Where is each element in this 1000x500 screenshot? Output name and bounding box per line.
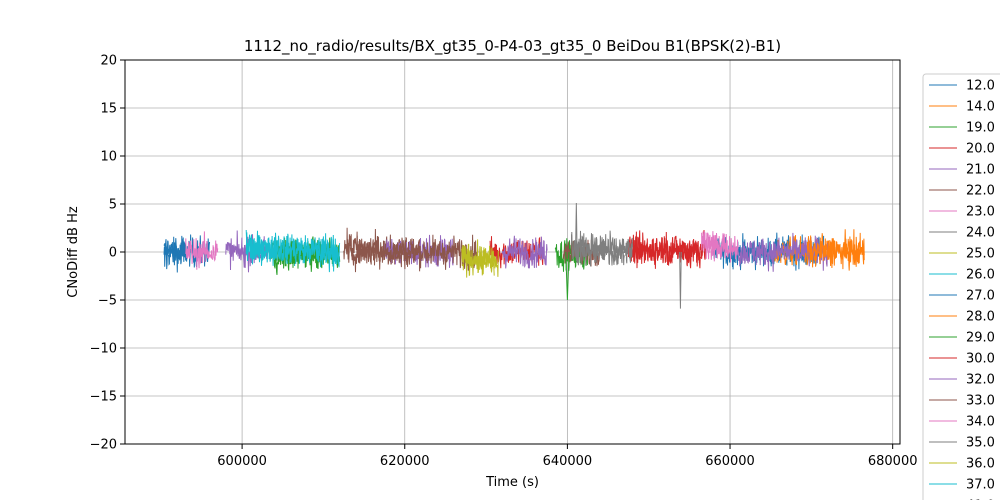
legend-label: 19.0 <box>966 121 995 136</box>
x-tick-label: 620000 <box>380 454 430 469</box>
series-line-21.0 <box>501 235 548 269</box>
legend-label: 22.0 <box>966 184 995 199</box>
x-tick-label: 680000 <box>868 454 918 469</box>
legend-label: 37.0 <box>966 478 995 493</box>
legend-label: 12.0 <box>966 79 995 94</box>
y-axis-label: CNoDiff dB Hz <box>66 206 81 298</box>
x-tick-label: 600000 <box>217 454 267 469</box>
legend-label: 23.0 <box>966 205 995 220</box>
series-line-35.0 <box>571 230 633 267</box>
y-tick-label: 5 <box>109 198 117 213</box>
series-line-33.0 <box>347 234 479 273</box>
series-group <box>163 203 865 309</box>
series-line-36.0 <box>461 239 495 278</box>
y-tick-label: −15 <box>90 390 117 405</box>
legend-label: 41.0 <box>966 499 995 500</box>
series-line-34.0 <box>701 231 727 262</box>
legend-label: 25.0 <box>966 247 995 262</box>
legend-label: 36.0 <box>966 457 995 472</box>
legend-label: 30.0 <box>966 352 995 367</box>
y-tick-label: −5 <box>98 294 117 309</box>
x-axis-label: Time (s) <box>485 475 539 490</box>
series-line-37.0 <box>245 229 341 273</box>
legend-label: 21.0 <box>966 163 995 178</box>
legend-label: 34.0 <box>966 415 995 430</box>
legend-label: 27.0 <box>966 289 995 304</box>
series-line-35.0-dip <box>679 251 682 309</box>
y-tick-label: −10 <box>90 342 117 357</box>
legend-label: 20.0 <box>966 142 995 157</box>
y-tick-label: 15 <box>100 102 117 117</box>
legend-label: 24.0 <box>966 226 995 241</box>
y-tick-label: 20 <box>100 54 117 69</box>
legend: 12.0 14.0 19.0 20.0 21.0 22.0 23.0 24.0 25.0 26.0… <box>922 73 1000 500</box>
legend-label: 33.0 <box>966 394 995 409</box>
legend-label: 32.0 <box>966 373 995 388</box>
legend-label: 14.0 <box>966 100 995 115</box>
legend-label: 28.0 <box>966 310 995 325</box>
series-line-27.0 <box>163 235 186 270</box>
y-tick-label: 10 <box>100 150 117 165</box>
series-line-30.0 <box>627 229 707 269</box>
legend-label: 26.0 <box>966 268 995 283</box>
series-line-35.0-spike <box>575 203 578 257</box>
y-tick-label: −20 <box>90 438 117 453</box>
legend-box <box>922 73 1000 500</box>
x-tick-label: 640000 <box>543 454 593 469</box>
series-line-21.0 <box>737 232 829 272</box>
x-tick-label: 660000 <box>705 454 755 469</box>
series-line-19.0-dip <box>565 251 570 301</box>
chart-title: 1112_no_radio/results/BX_gt35_0-P4-03_gt… <box>244 37 781 56</box>
legend-label: 35.0 <box>966 436 995 451</box>
series-line-23.0 <box>184 231 219 270</box>
legend-label: 29.0 <box>966 331 995 346</box>
y-tick-label: 0 <box>109 246 117 261</box>
series-line-28.0 <box>806 229 865 271</box>
